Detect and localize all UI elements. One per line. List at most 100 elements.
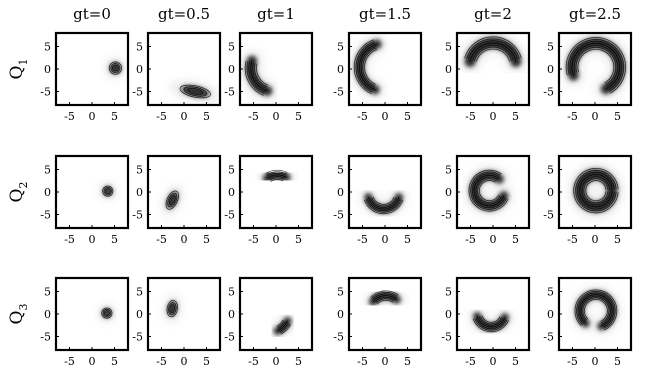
contour-outer-3 <box>357 42 375 92</box>
x-tick-label: 0 <box>382 355 389 368</box>
panel-r2-c6: 5 0 -5 -5 0 5 <box>543 154 633 246</box>
y-tick-label: 0 <box>547 186 554 199</box>
y-tick-label: 5 <box>547 286 554 299</box>
x-tick-label: -5 <box>64 233 75 246</box>
y-tick-label: -5 <box>543 331 554 344</box>
contour-line-2 <box>250 60 268 92</box>
y-tick-label: 0 <box>44 63 51 76</box>
contour-line-1 <box>473 175 505 207</box>
contour-outer-2 <box>575 170 617 212</box>
x-tick-label: -5 <box>465 355 476 368</box>
density-core <box>566 38 626 95</box>
row-label-subscript: 3 <box>17 304 30 311</box>
y-tick-label: -5 <box>40 86 51 99</box>
density-core <box>109 62 122 74</box>
x-tick-label: 5 <box>111 355 118 368</box>
contour-line-3 <box>169 304 176 313</box>
x-tick-label: -5 <box>465 233 476 246</box>
panel-r2-c1: 5 0 -5 -5 0 5 <box>40 154 130 246</box>
x-tick-label: 0 <box>273 110 280 123</box>
contour-outer-3 <box>468 40 518 60</box>
y-tick-label: -5 <box>441 209 452 222</box>
panel-frame <box>146 276 222 352</box>
contour-line-3 <box>187 88 203 95</box>
contour-line-2 <box>110 63 121 74</box>
y-tick-label: 0 <box>228 63 235 76</box>
density-contours <box>561 33 631 100</box>
density-core <box>262 170 291 183</box>
x-tick-label: -5 <box>567 110 578 123</box>
panel-frame <box>455 276 531 352</box>
y-tick-label: 5 <box>44 164 51 177</box>
contour-line-1 <box>102 185 114 197</box>
contour-inner-1 <box>364 49 378 85</box>
panel-frame <box>54 154 130 230</box>
contour-outer-1 <box>565 37 627 94</box>
row-label-letter: Q <box>7 311 27 325</box>
y-tick-label: 0 <box>547 63 554 76</box>
density-contours <box>468 307 514 336</box>
x-tick-label: 0 <box>273 355 280 368</box>
contour-inner-3 <box>573 45 618 87</box>
panel-r3-c6: 5 0 -5 -5 0 5 <box>543 276 633 368</box>
y-tick-label: -5 <box>333 331 344 344</box>
contour-line-2 <box>168 302 177 316</box>
y-tick-label: -5 <box>40 209 51 222</box>
contour-inner-1 <box>584 299 608 322</box>
contour-line-2 <box>103 186 112 196</box>
contour-line-1 <box>368 197 400 210</box>
contour-inner-3 <box>277 321 286 330</box>
contour-outer-2 <box>246 61 265 95</box>
x-tick-label: 0 <box>382 110 389 123</box>
contour-line-1 <box>101 307 113 319</box>
panel-frame <box>238 276 314 352</box>
contour-outer-3 <box>279 322 289 333</box>
density-core <box>368 291 401 306</box>
contour-outer-2 <box>576 291 616 329</box>
density-core <box>464 37 522 67</box>
x-tick-label: 5 <box>295 355 302 368</box>
x-tick-label: 0 <box>490 355 497 368</box>
contour-outer-1 <box>574 289 618 331</box>
contour-line-3 <box>266 174 287 179</box>
contour-line-2 <box>102 308 112 318</box>
y-tick-label: -5 <box>224 331 235 344</box>
panel-r2-c2: 5 0 -5 -5 0 5 <box>132 154 222 246</box>
y-tick-label: 0 <box>44 186 51 199</box>
contour-outer-1 <box>280 324 292 335</box>
contour-outer-3 <box>471 173 506 209</box>
y-tick-label: 5 <box>547 164 554 177</box>
contour-outer-2 <box>280 323 290 334</box>
contour-line-1 <box>476 316 506 328</box>
density-contours <box>105 57 126 79</box>
contour-line-2 <box>473 175 505 207</box>
x-tick-label: -5 <box>64 110 75 123</box>
y-tick-label: 0 <box>337 308 344 321</box>
contour-line-1 <box>277 320 288 332</box>
panel-r1-c3: 5 0 -5 -5 0 5 <box>224 31 314 123</box>
density-contours <box>571 286 621 335</box>
row-label: Q3 <box>7 304 30 325</box>
y-tick-label: -5 <box>224 209 235 222</box>
y-tick-label: 0 <box>337 186 344 199</box>
contour-outer-2 <box>474 318 508 331</box>
contour-line-2 <box>359 43 378 90</box>
row-label-subscript: 1 <box>17 59 30 66</box>
density-contours <box>269 312 296 340</box>
x-tick-label: 5 <box>111 233 118 246</box>
contour-outer-3 <box>366 198 401 212</box>
contour-line-1 <box>372 295 397 302</box>
contour-outer-3 <box>475 317 507 330</box>
row-label-letter: Q <box>7 189 27 203</box>
x-tick-label: 0 <box>181 355 188 368</box>
contour-inner-1 <box>585 180 607 202</box>
contour-line-3 <box>368 197 400 210</box>
contour-line-3 <box>579 174 613 208</box>
column-title: gt=2 <box>474 5 512 23</box>
contour-inner-3 <box>374 296 395 303</box>
y-tick-label: 5 <box>445 41 452 54</box>
contour-inner-2 <box>582 297 610 324</box>
contour-outer-2 <box>266 171 287 176</box>
y-tick-label: -5 <box>132 209 143 222</box>
x-tick-label: 0 <box>89 110 96 123</box>
